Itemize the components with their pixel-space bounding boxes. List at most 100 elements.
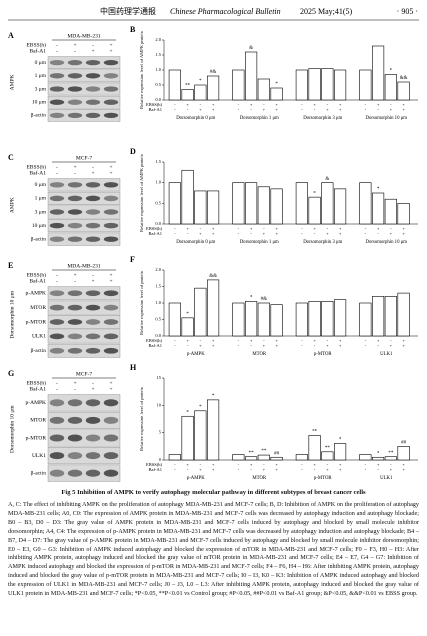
sign: - xyxy=(250,231,252,236)
bar xyxy=(245,51,258,101)
blot-signal xyxy=(103,434,119,442)
y-tick-label: 2.0 xyxy=(155,37,161,42)
group-label: p-MTOR xyxy=(314,352,333,357)
blot-band xyxy=(47,232,121,246)
band-label: 1 μm xyxy=(35,73,47,79)
panel-letter: B xyxy=(130,25,136,34)
sign: - xyxy=(365,343,367,348)
bar xyxy=(257,186,270,225)
group-label: Dorsomorphin 0 μm xyxy=(176,240,215,245)
sign: + xyxy=(275,467,278,472)
band-label: β-actin xyxy=(31,236,47,242)
sign: - xyxy=(74,386,76,392)
blot-signal xyxy=(103,112,119,119)
band-label: p-AMPK xyxy=(26,290,47,296)
sign: - xyxy=(238,226,240,231)
bar xyxy=(257,78,270,101)
sign: + xyxy=(326,343,329,348)
sign: - xyxy=(327,462,329,467)
bar xyxy=(334,299,347,337)
sign: - xyxy=(390,226,392,231)
sign: - xyxy=(390,102,392,107)
blot-signal xyxy=(85,112,101,119)
sign: + xyxy=(275,102,278,107)
y-axis-label: Relative expression level of protein xyxy=(139,386,144,451)
blot-band xyxy=(47,219,121,233)
significance: #& xyxy=(210,70,217,75)
sign: + xyxy=(275,338,278,343)
blot-signal xyxy=(85,399,101,407)
side-label: Dorsomorphin 10 μm xyxy=(9,405,15,453)
sign: - xyxy=(365,226,367,231)
sign: - xyxy=(238,338,240,343)
bar xyxy=(245,301,258,337)
sign: - xyxy=(56,48,58,54)
sign: - xyxy=(74,48,76,54)
y-axis-label: Relative expression level of AMPK protei… xyxy=(139,153,144,232)
sign: - xyxy=(365,102,367,107)
sign: + xyxy=(186,226,189,231)
condition-label: EBSS(h) xyxy=(146,226,163,231)
group-label: Dorsomorphin 10 μm xyxy=(366,240,408,245)
blot-signal xyxy=(85,290,101,297)
condition-label: EBSS(h) xyxy=(26,163,46,170)
blot-signal xyxy=(67,99,83,105)
sign: - xyxy=(301,343,303,348)
sign: - xyxy=(327,226,329,231)
sign: + xyxy=(109,164,112,170)
condition-label: Baf-A1 xyxy=(149,107,163,112)
y-tick-label: 0.0 xyxy=(155,333,161,338)
sign: - xyxy=(187,343,189,348)
blot-signal xyxy=(49,304,65,311)
group-label: Dorsomorphin 0 μm xyxy=(176,116,215,121)
panel-letter: D xyxy=(130,147,136,156)
sign: + xyxy=(402,338,405,343)
blot-signal xyxy=(49,59,65,66)
bar xyxy=(270,87,283,101)
sign: - xyxy=(92,380,94,386)
group-label: MTOR xyxy=(252,476,267,481)
group-label: p-AMPK xyxy=(187,476,205,481)
band-label: 0 μm xyxy=(35,182,47,188)
band-label: 1 μm xyxy=(35,196,47,202)
sign: + xyxy=(339,343,342,348)
significance: ** xyxy=(249,451,255,456)
cell-line: MCF-7 xyxy=(76,371,92,377)
band-label: ULK1 xyxy=(32,453,46,459)
bar xyxy=(232,454,245,461)
blot-signal xyxy=(103,333,119,340)
sign: + xyxy=(199,467,202,472)
sign: + xyxy=(186,338,189,343)
sign: - xyxy=(327,338,329,343)
blot-band xyxy=(47,343,121,358)
sign: - xyxy=(365,462,367,467)
bar xyxy=(270,188,283,225)
blot-band xyxy=(47,205,121,219)
group-label: p-MTOR xyxy=(314,476,333,481)
bar xyxy=(245,182,258,225)
group-label: ULK1 xyxy=(380,352,393,357)
bar xyxy=(245,456,258,461)
significance: * xyxy=(199,405,202,410)
condition-label: EBSS(h) xyxy=(26,271,46,278)
condition-label: EBSS(h) xyxy=(26,379,46,386)
blot-signal xyxy=(67,399,83,407)
bar xyxy=(194,190,207,225)
cell-line: MDA-MB-231 xyxy=(67,33,101,39)
sign: + xyxy=(390,467,393,472)
y-axis-label: Relative expression level of protein xyxy=(139,270,144,335)
blot-band xyxy=(47,69,121,83)
sign: - xyxy=(301,467,303,472)
caption-title: Fig 5 Inhibition of AMPK to verify autop… xyxy=(61,489,366,496)
sign: - xyxy=(301,462,303,467)
blot-signal xyxy=(85,209,101,215)
bar xyxy=(168,302,181,337)
sign: - xyxy=(377,107,379,112)
sign: + xyxy=(339,338,342,343)
band-label: p-MTOR xyxy=(26,319,47,325)
blot-signal xyxy=(49,112,65,119)
condition-label: EBSS(h) xyxy=(26,41,46,48)
bar xyxy=(397,203,410,225)
blot-signal xyxy=(67,333,83,340)
y-tick-label: 15 xyxy=(157,375,162,380)
